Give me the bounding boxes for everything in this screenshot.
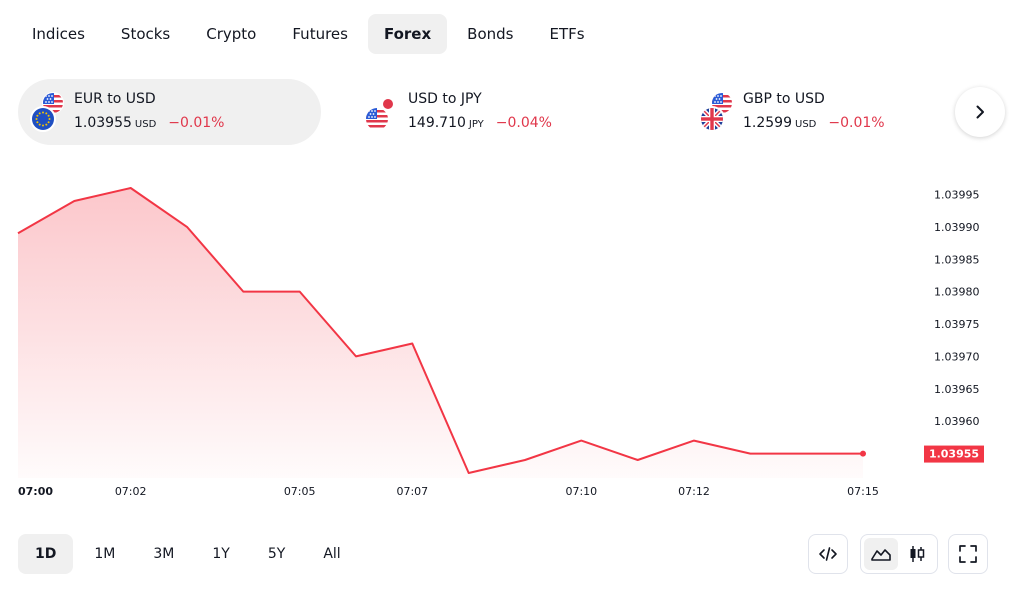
pair-name: EUR to USD bbox=[74, 91, 156, 107]
us-flag-icon bbox=[364, 106, 390, 132]
pair-change: −0.01% bbox=[828, 115, 885, 131]
y-tick-label: 1.03985 bbox=[934, 253, 980, 266]
y-tick-label: 1.03990 bbox=[934, 221, 980, 234]
pair-gbp-usd[interactable]: GBP to USD 1.2599 USD −0.01% bbox=[687, 79, 947, 145]
y-axis: 1.03995 1.03990 1.03985 1.03980 1.03975 1.039… bbox=[934, 188, 980, 428]
pair-flags bbox=[699, 92, 737, 132]
pair-price: 149.710 bbox=[408, 115, 466, 131]
next-pairs-button[interactable] bbox=[955, 87, 1005, 137]
last-price-dot bbox=[860, 450, 866, 457]
eu-flag-icon bbox=[30, 106, 56, 132]
pair-change: −0.01% bbox=[168, 115, 225, 131]
pair-name: GBP to USD bbox=[743, 91, 825, 107]
pair-name: USD to JPY bbox=[408, 91, 482, 107]
pair-usd-jpy[interactable]: USD to JPY 149.710 JPY −0.04% bbox=[352, 79, 642, 145]
tab-etfs[interactable]: ETFs bbox=[549, 25, 585, 43]
x-tick-label: 07:05 bbox=[284, 485, 316, 498]
range-3m[interactable]: 3M bbox=[153, 546, 175, 562]
fullscreen-icon bbox=[959, 545, 977, 563]
x-axis: 07:00 07:02 07:05 07:07 07:10 07:12 07:15 bbox=[18, 485, 879, 498]
tab-forex[interactable]: Forex bbox=[367, 14, 448, 54]
pair-price: 1.03955 bbox=[74, 115, 132, 131]
price-area-fill bbox=[18, 188, 863, 478]
currency-pairs: EUR to USD 1.03955 USD −0.01% bbox=[18, 79, 1008, 145]
range-1d[interactable]: 1D bbox=[18, 534, 74, 574]
tab-indices[interactable]: Indices bbox=[32, 25, 85, 43]
x-tick-label: 07:15 bbox=[847, 485, 879, 498]
range-5y[interactable]: 5Y bbox=[267, 546, 286, 562]
pair-change: −0.04% bbox=[495, 115, 552, 131]
pair-price: 1.2599 bbox=[743, 115, 792, 131]
tab-crypto[interactable]: Crypto bbox=[206, 25, 257, 43]
time-range-selector: 1D 1M 3M 1Y 5Y All bbox=[18, 534, 358, 574]
area-chart-button[interactable] bbox=[864, 538, 898, 570]
y-tick-label: 1.03965 bbox=[934, 383, 980, 396]
x-tick-label: 07:10 bbox=[565, 485, 597, 498]
y-tick-label: 1.03975 bbox=[934, 318, 980, 331]
last-price-label-text: 1.03955 bbox=[929, 448, 979, 461]
candlestick-chart-button[interactable] bbox=[900, 538, 934, 570]
chevron-right-icon bbox=[976, 105, 984, 119]
code-icon bbox=[819, 547, 837, 561]
pair-currency: JPY bbox=[468, 119, 484, 130]
embed-button[interactable] bbox=[808, 534, 848, 574]
pair-eur-usd[interactable]: EUR to USD 1.03955 USD −0.01% bbox=[18, 79, 321, 145]
tab-stocks[interactable]: Stocks bbox=[120, 25, 171, 43]
range-all[interactable]: All bbox=[323, 546, 341, 562]
price-chart[interactable]: 1.03995 1.03990 1.03985 1.03980 1.03975 1.039… bbox=[0, 160, 1009, 510]
tab-futures[interactable]: Futures bbox=[292, 25, 348, 43]
tab-bonds[interactable]: Bonds bbox=[467, 25, 514, 43]
x-tick-label: 07:07 bbox=[396, 485, 428, 498]
area-chart-icon bbox=[871, 549, 891, 561]
market-tabs: Indices Stocks Crypto Futures Forex Bond… bbox=[16, 14, 601, 54]
y-tick-label: 1.03995 bbox=[934, 188, 980, 201]
x-tick-label: 07:12 bbox=[678, 485, 710, 498]
pair-flags bbox=[30, 92, 68, 132]
pair-currency: USD bbox=[795, 119, 817, 130]
chart-style-toggle bbox=[860, 534, 938, 574]
fullscreen-button[interactable] bbox=[948, 534, 988, 574]
y-tick-label: 1.03970 bbox=[934, 350, 980, 363]
pair-flags bbox=[364, 92, 402, 132]
y-tick-label: 1.03960 bbox=[934, 415, 980, 428]
price-line bbox=[17, 187, 863, 474]
range-1y[interactable]: 1Y bbox=[212, 546, 230, 562]
pair-currency: USD bbox=[134, 119, 157, 130]
range-1m[interactable]: 1M bbox=[94, 546, 116, 562]
gb-flag-icon bbox=[699, 106, 725, 132]
last-price-label: 1.03955 bbox=[924, 445, 984, 463]
y-tick-label: 1.03980 bbox=[934, 286, 980, 299]
x-tick-label: 07:00 bbox=[18, 485, 53, 498]
x-tick-label: 07:02 bbox=[115, 485, 147, 498]
candlestick-icon bbox=[910, 546, 925, 562]
